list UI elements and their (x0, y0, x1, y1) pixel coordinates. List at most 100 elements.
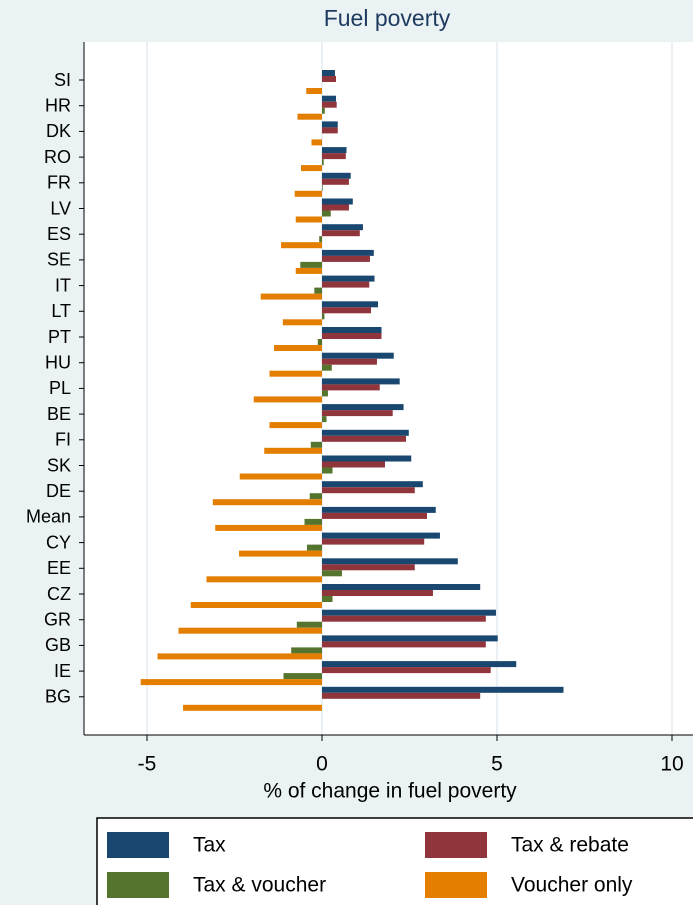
legend-label: Tax (193, 834, 226, 857)
bar (322, 224, 363, 231)
bar (322, 198, 353, 205)
bar (314, 287, 322, 294)
bar (322, 584, 481, 590)
bar (322, 384, 380, 391)
bar (294, 190, 322, 197)
bar (322, 590, 433, 596)
bar (322, 147, 347, 154)
y-tick-label: EE (47, 558, 71, 578)
bar (322, 230, 360, 237)
bar (322, 512, 427, 519)
bar (322, 404, 404, 411)
y-tick-label: SE (47, 250, 71, 270)
bar (322, 461, 385, 468)
bar (322, 538, 425, 545)
bar (322, 333, 382, 339)
bar (322, 153, 346, 160)
y-tick-label: LT (51, 301, 71, 321)
bar (253, 396, 322, 403)
y-tick-label: IE (54, 661, 71, 681)
bar (178, 627, 322, 634)
y-tick-label: IT (55, 275, 71, 295)
bar (322, 609, 496, 616)
legend (96, 817, 693, 905)
bar (319, 236, 322, 243)
bar (322, 184, 323, 191)
bar (322, 615, 486, 622)
bar (239, 550, 322, 557)
bar (310, 441, 322, 448)
bar (322, 172, 351, 179)
bar (322, 101, 337, 108)
y-tick-label: GB (45, 635, 71, 655)
bar (322, 127, 338, 134)
x-tick-label: -5 (138, 753, 157, 776)
bar (157, 653, 322, 660)
bar (322, 564, 415, 571)
bar (322, 307, 371, 314)
bar (322, 390, 328, 397)
bar (297, 113, 322, 120)
bar (140, 679, 322, 686)
bar (269, 370, 322, 377)
bar (283, 673, 322, 680)
x-tick-label: 0 (316, 753, 328, 776)
bar (282, 319, 322, 326)
bar (322, 410, 393, 417)
x-tick-label: 10 (660, 753, 683, 776)
y-tick-label: PL (49, 378, 71, 398)
legend-swatch (107, 872, 169, 898)
bar (322, 661, 517, 668)
y-tick-label: RO (44, 147, 71, 167)
bar (309, 493, 322, 500)
y-tick-label: FI (55, 430, 71, 450)
bar (322, 506, 436, 513)
bar (322, 301, 378, 308)
bar (322, 686, 564, 693)
y-tick-label: SK (47, 455, 71, 475)
plot-area (84, 42, 693, 735)
y-tick-label: SI (54, 70, 71, 90)
y-tick-label: Mean (26, 507, 71, 527)
bar (322, 481, 423, 488)
bar (322, 667, 491, 674)
bar (322, 204, 349, 211)
bar (212, 499, 322, 506)
legend-swatch (107, 832, 169, 858)
bar (322, 416, 327, 423)
bar (322, 596, 333, 602)
bar (322, 121, 338, 128)
bar (322, 210, 331, 217)
bar (322, 635, 498, 642)
bar (301, 165, 322, 172)
bar (322, 313, 325, 320)
bar (215, 524, 322, 531)
bar (322, 455, 412, 462)
bar (306, 88, 322, 94)
bar (322, 275, 375, 282)
y-tick-label: CY (46, 532, 71, 552)
bar (296, 621, 322, 628)
bar (295, 216, 322, 223)
bar (322, 95, 336, 102)
bar (322, 249, 374, 256)
y-tick-label: GR (44, 609, 71, 629)
bar (322, 378, 400, 385)
bar (322, 358, 377, 365)
bar (322, 532, 440, 539)
bar (322, 159, 324, 166)
y-tick-label: DE (46, 481, 71, 501)
y-tick-label: ES (47, 224, 71, 244)
bar (322, 352, 394, 359)
chart-title: Fuel poverty (324, 5, 451, 31)
bar (322, 467, 333, 474)
y-tick-label: CZ (47, 584, 71, 604)
legend-label: Tax & voucher (193, 874, 326, 897)
bar (322, 435, 406, 442)
bar (291, 647, 322, 654)
x-tick-label: 5 (491, 753, 503, 776)
bar (295, 267, 322, 274)
bar (322, 429, 409, 436)
bar (183, 704, 322, 711)
